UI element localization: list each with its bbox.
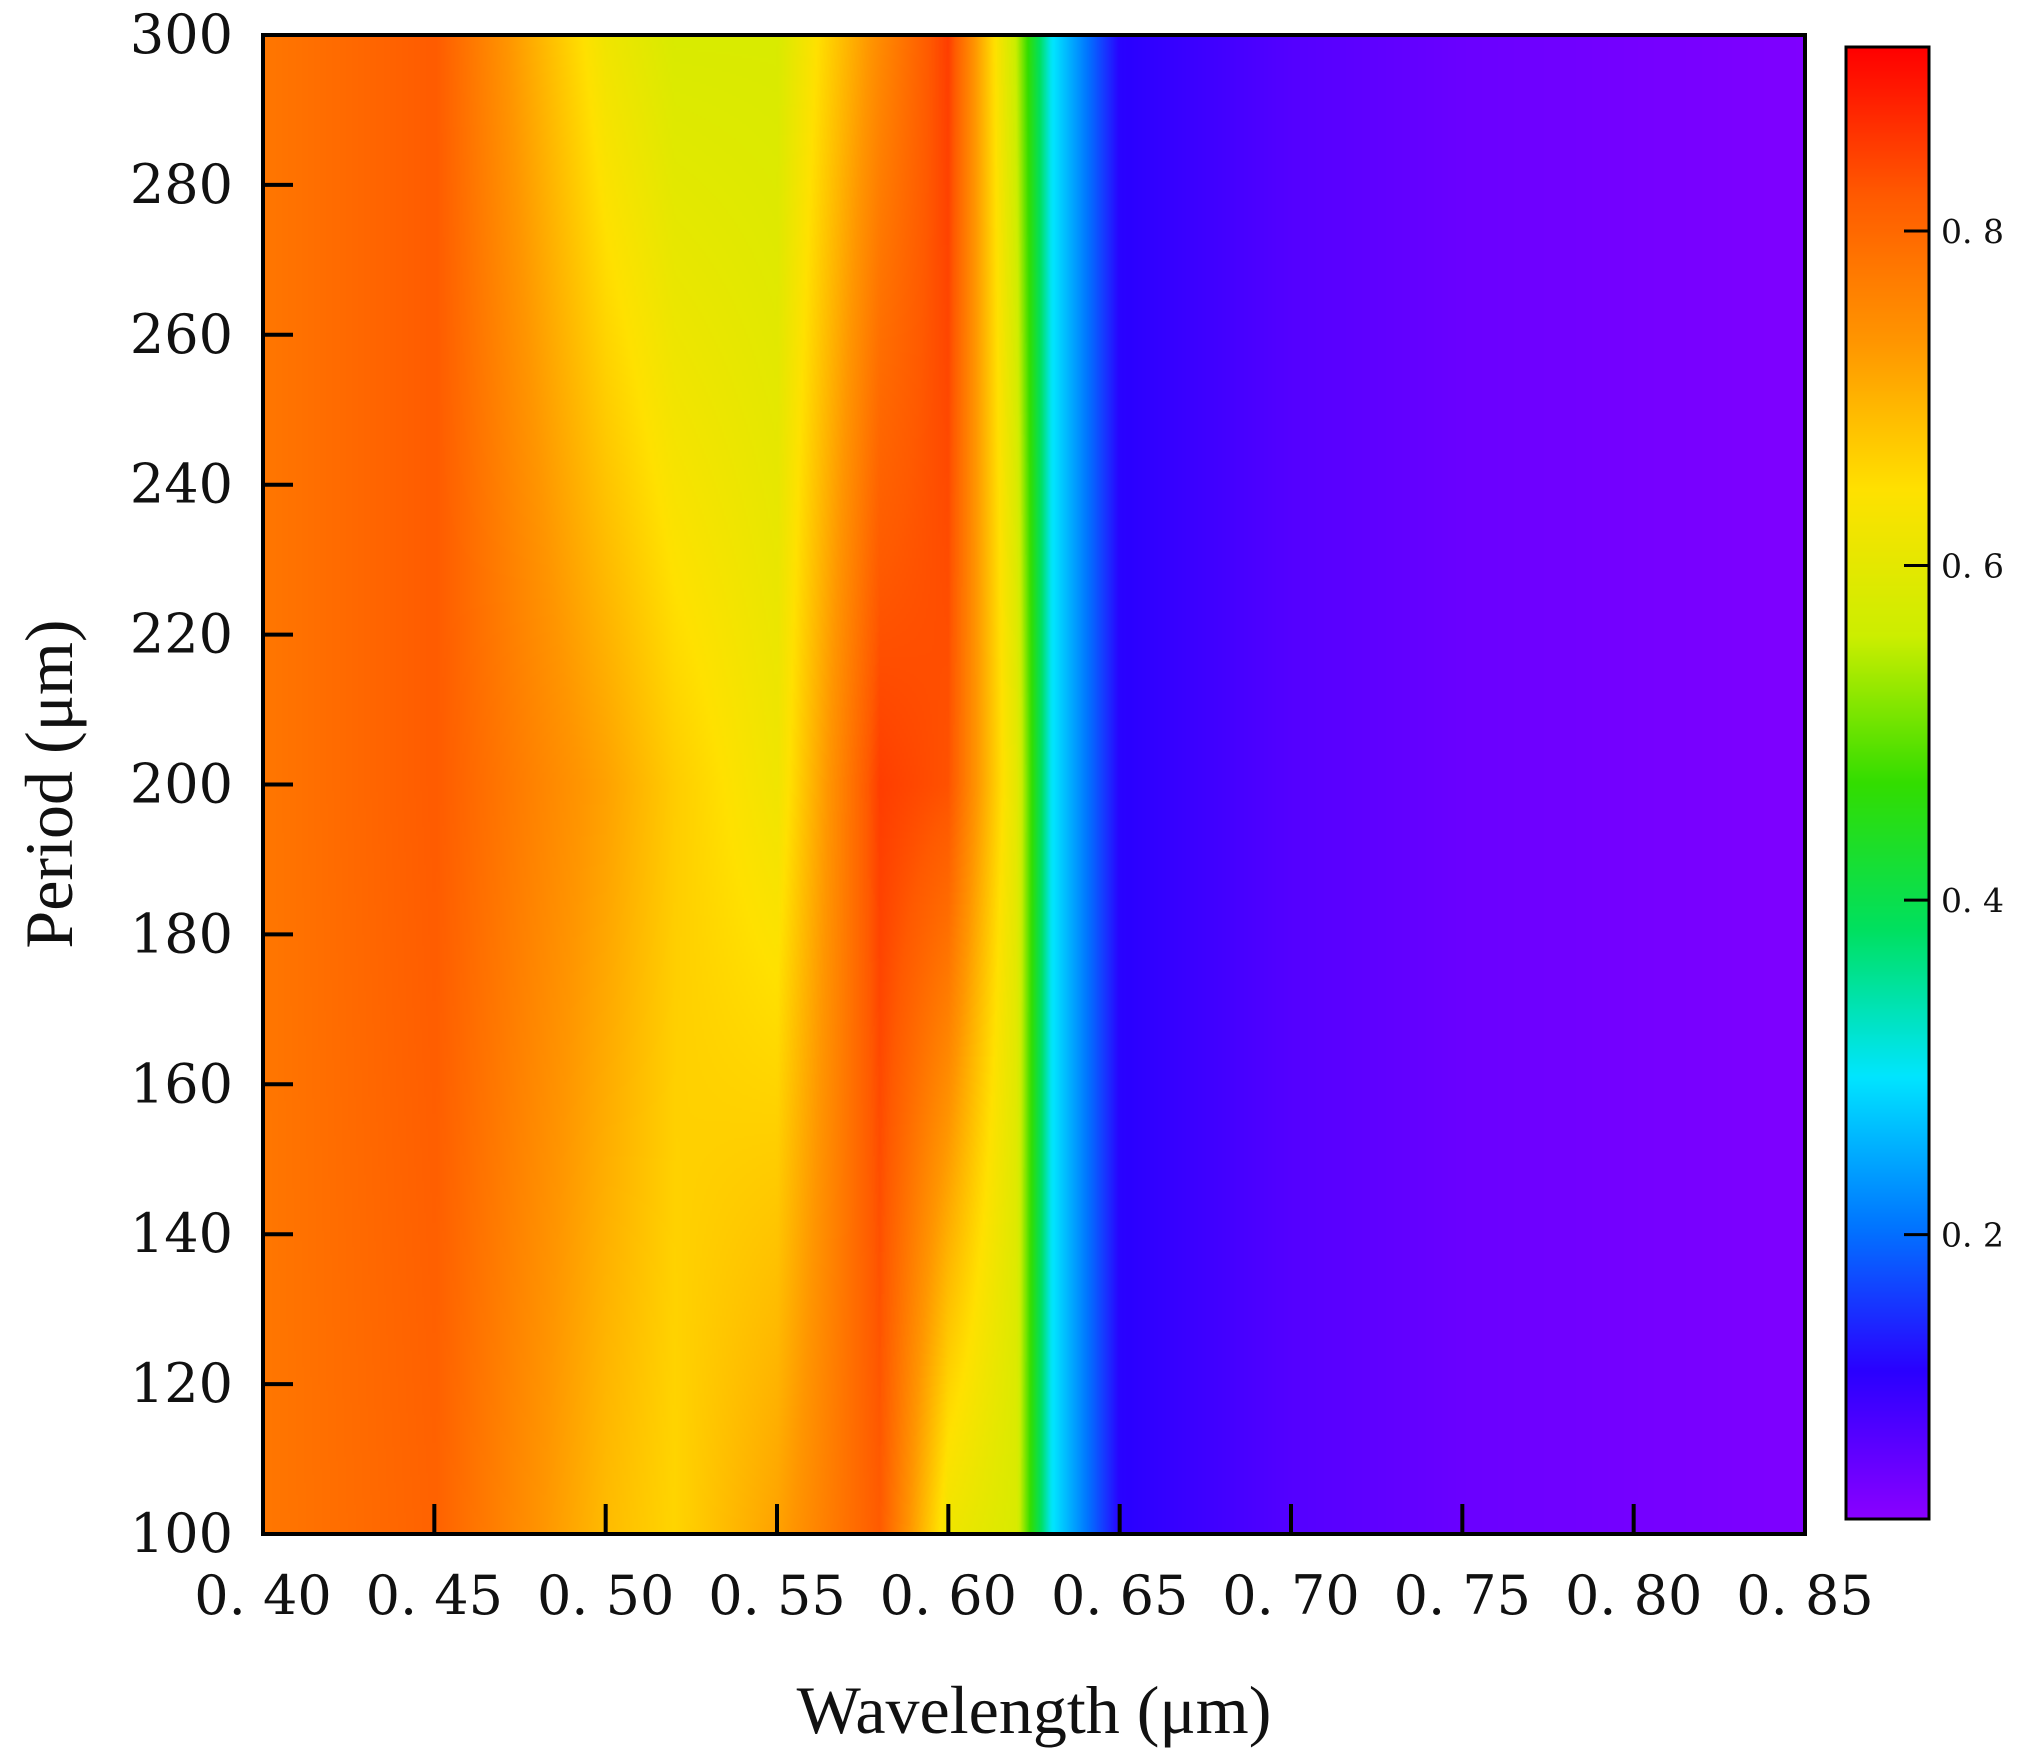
colorbar-gradient (1846, 47, 1929, 1519)
x-tick-label: 0. 70 (1222, 1564, 1359, 1627)
x-tick-label: 0. 75 (1394, 1564, 1531, 1627)
heatmap-plot-area (263, 35, 1805, 1534)
x-tick-label: 0. 60 (880, 1564, 1017, 1627)
colorbar-tick-label: 0. 8 (1941, 212, 2004, 251)
colorbar-tick-label: 0. 4 (1941, 881, 2004, 920)
x-axis: 0. 40 0. 45 0. 50 0. 55 0. 60 0. 65 0. 70 0. 75… (194, 1504, 1874, 1627)
y-tick-label: 160 (130, 1052, 233, 1115)
y-tick-label: 220 (130, 603, 233, 666)
y-tick-label: 240 (130, 453, 233, 516)
y-axis-title: Period (μm) (11, 619, 87, 948)
y-axis: 100 120 140 160 180 200 220 240 260 280 300 (130, 3, 293, 1565)
x-tick-label: 0. 80 (1565, 1564, 1702, 1627)
x-axis-title: Wavelength (μm) (797, 1672, 1272, 1748)
y-tick-label: 300 (130, 3, 233, 66)
x-tick-label: 0. 85 (1736, 1564, 1873, 1627)
colorbar-tick-label: 0. 6 (1941, 547, 2004, 586)
colorbar-frame (1844, 45, 1931, 1521)
plot-frame (261, 33, 1807, 1536)
y-tick-label: 100 (130, 1502, 233, 1565)
y-tick-label: 260 (130, 303, 233, 366)
x-tick-label: 0. 40 (194, 1564, 331, 1627)
colorbar-tick-label: 0. 2 (1941, 1216, 2004, 1255)
x-tick-label: 0. 45 (366, 1564, 503, 1627)
colorbar-axis: 0. 2 0. 4 0. 6 0. 8 (1904, 212, 2004, 1255)
y-tick-label: 200 (130, 753, 233, 816)
y-tick-label: 180 (130, 902, 233, 965)
x-tick-label: 0. 50 (537, 1564, 674, 1627)
y-tick-label: 280 (130, 153, 233, 216)
y-tick-label: 120 (130, 1352, 233, 1415)
x-tick-label: 0. 65 (1051, 1564, 1188, 1627)
x-tick-label: 0. 55 (708, 1564, 845, 1627)
y-tick-label: 140 (130, 1202, 233, 1265)
